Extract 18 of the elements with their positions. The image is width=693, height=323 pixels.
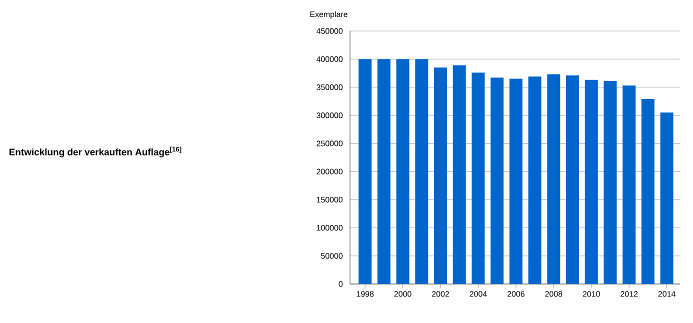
bar [566, 75, 580, 284]
bar [641, 99, 654, 284]
text: Entwicklung der verkauften Auflage$^{[16]}$ [9, 146, 182, 158]
bar [396, 59, 410, 284]
bar [490, 78, 504, 284]
bar [415, 59, 428, 284]
bar [434, 68, 448, 284]
bar [358, 59, 372, 284]
bar [604, 81, 617, 284]
bar [509, 78, 522, 284]
bar [528, 76, 542, 284]
bar [660, 112, 674, 284]
bar [472, 72, 485, 284]
bar [622, 86, 636, 284]
bar [584, 80, 598, 284]
bar [452, 65, 466, 284]
bar [377, 59, 390, 284]
bar [547, 74, 560, 284]
